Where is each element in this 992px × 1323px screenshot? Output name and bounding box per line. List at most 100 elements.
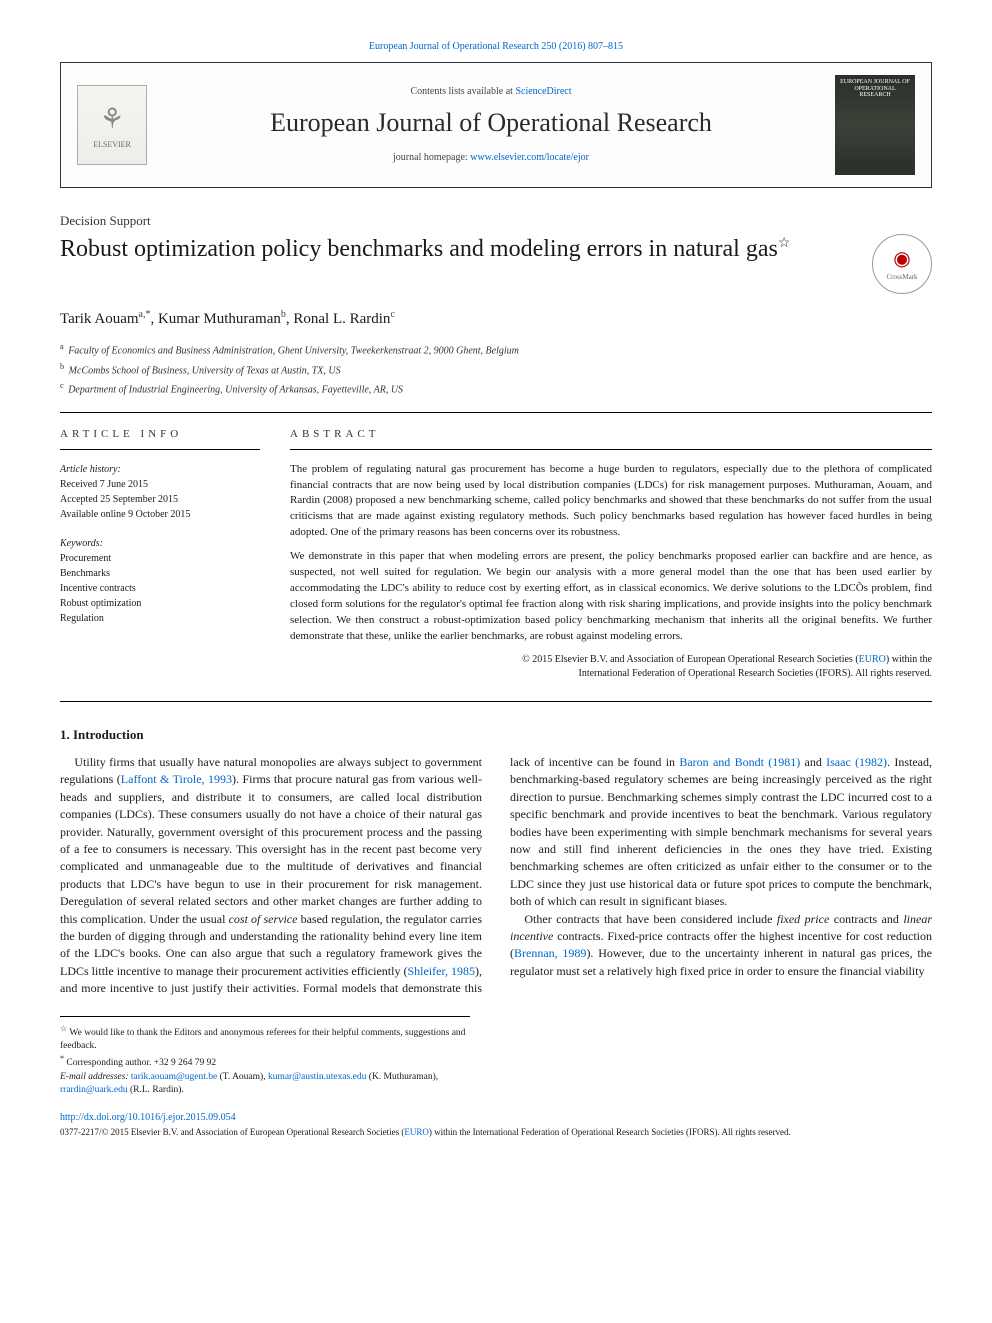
email-link[interactable]: rrardin@uark.edu [60,1085,128,1095]
abstract-copyright: © 2015 Elsevier B.V. and Association of … [290,653,932,681]
journal-homepage-line: journal homepage: www.elsevier.com/locat… [165,151,817,165]
keywords-block: Keywords: Procurement Benchmarks Incenti… [60,536,260,626]
body-text: contracts and [829,912,903,926]
history-line: Accepted 25 September 2015 [60,492,260,507]
history-line: Received 7 June 2015 [60,477,260,492]
footnote-corr: * Corresponding author. +32 9 264 79 92 [60,1053,470,1070]
email-who: (K. Muthuraman) [369,1072,436,1082]
body-text: and [800,755,826,769]
affil-sup: a [60,342,64,351]
author-sup: c [390,309,394,320]
title-footnote-star: ☆ [778,236,791,251]
article-info-column: article info Article history: Received 7… [60,427,260,681]
email-who: (T. Aouam) [220,1072,264,1082]
masthead: ⚘ ELSEVIER Contents lists available at S… [60,62,932,188]
keyword: Procurement [60,551,260,566]
footnote-text: We would like to thank the Editors and a… [60,1028,465,1051]
asterisk-icon: * [60,1054,64,1063]
article-info-heading: article info [60,427,260,449]
keyword: Robust optimization [60,596,260,611]
citation-link[interactable]: European Journal of Operational Research… [369,41,623,52]
title-row: Robust optimization policy benchmarks an… [60,234,932,294]
body-two-column: Utility firms that usually have natural … [60,754,932,997]
copy-text: ) within the [886,654,932,665]
email-link[interactable]: kumar@austin.utexas.edu [268,1072,366,1082]
citation-link[interactable]: Baron and Bondt (1981) [679,755,800,769]
citation-link[interactable]: Brennan, 1989 [514,946,586,960]
abstract-body: The problem of regulating natural gas pr… [290,462,932,645]
author-name: Ronal L. Rardin [293,311,390,327]
affiliation: a Faculty of Economics and Business Admi… [60,340,932,359]
footnote-text: Corresponding author. +32 9 264 79 92 [66,1058,216,1068]
footnotes: ☆ We would like to thank the Editors and… [60,1016,470,1098]
authors-line: Tarik Aouama,*, Kumar Muthuramanb, Ronal… [60,308,932,330]
email-link[interactable]: tarik.aouam@ugent.be [131,1072,217,1082]
euro-link[interactable]: EURO [859,654,886,665]
history-label: Article history: [60,462,260,477]
abstract-heading: abstract [290,427,932,449]
affil-text: Department of Industrial Engineering, Un… [68,384,403,395]
keywords-label: Keywords: [60,536,260,551]
masthead-center: Contents lists available at ScienceDirec… [165,85,817,165]
author-name: Kumar Muthuraman [158,311,281,327]
affil-text: McCombs School of Business, University o… [69,365,341,376]
homepage-prefix: journal homepage: [393,152,470,163]
body-para: Other contracts that have been considere… [510,911,932,981]
body-em: fixed price [777,912,829,926]
crossmark-label: CrossMark [886,273,917,283]
divider [60,701,932,702]
crossmark-badge[interactable]: ◉ CrossMark [872,234,932,294]
copy-text: ) within the International Federation of… [429,1127,791,1137]
crossmark-icon: ◉ [893,245,910,273]
elsevier-tree-icon: ⚘ [99,100,124,139]
copy-text: International Federation of Operational … [578,668,932,679]
star-icon: ☆ [60,1024,67,1033]
divider [60,412,932,413]
affiliations: a Faculty of Economics and Business Admi… [60,340,932,398]
abstract-para: The problem of regulating natural gas pr… [290,462,932,542]
info-abstract-row: article info Article history: Received 7… [60,427,932,681]
email-label: E-mail addresses: [60,1072,129,1082]
body-text: . Instead, benchmarking-based regulatory… [510,755,932,908]
elsevier-label: ELSEVIER [93,139,131,150]
section-heading: 1. Introduction [60,726,932,744]
author-sup: a,* [139,309,151,320]
citation-link[interactable]: Laffont & Tirole, 1993 [121,772,232,786]
sciencedirect-link[interactable]: ScienceDirect [515,86,571,97]
euro-link[interactable]: EURO [404,1127,429,1137]
affil-text: Faculty of Economics and Business Admini… [68,346,519,357]
abstract-column: abstract The problem of regulating natur… [290,427,932,681]
contents-prefix: Contents lists available at [410,86,515,97]
author: Tarik Aouama,* [60,311,150,327]
citation-link[interactable]: Isaac (1982) [826,755,887,769]
body-text: Other contracts that have been considere… [524,912,776,926]
author: Kumar Muthuramanb [158,311,286,327]
journal-homepage-link[interactable]: www.elsevier.com/locate/ejor [470,152,589,163]
author-sup: b [281,309,286,320]
footnote-emails: E-mail addresses: tarik.aouam@ugent.be (… [60,1071,470,1098]
affil-sup: c [60,381,64,390]
affil-sup: b [60,362,64,371]
copy-text: 0377-2217/© 2015 Elsevier B.V. and Assoc… [60,1127,404,1137]
body-text: ). Firms that procure natural gas from v… [60,772,482,925]
article-type: Decision Support [60,212,932,230]
keyword: Regulation [60,611,260,626]
keyword: Incentive contracts [60,581,260,596]
contents-available: Contents lists available at ScienceDirec… [165,85,817,99]
doi-link[interactable]: http://dx.doi.org/10.1016/j.ejor.2015.09… [60,1112,236,1123]
body-em: cost of service [229,912,298,926]
citation-header: European Journal of Operational Research… [60,40,932,54]
affiliation: b McCombs School of Business, University… [60,360,932,379]
abstract-para: We demonstrate in this paper that when m… [290,549,932,645]
keyword: Benchmarks [60,566,260,581]
author: Ronal L. Rardinc [293,311,395,327]
title-text: Robust optimization policy benchmarks an… [60,236,778,262]
citation-link[interactable]: Shleifer, 1985 [407,964,475,978]
elsevier-logo: ⚘ ELSEVIER [77,85,147,165]
doi-line: http://dx.doi.org/10.1016/j.ejor.2015.09… [60,1111,932,1125]
bottom-copyright: 0377-2217/© 2015 Elsevier B.V. and Assoc… [60,1127,932,1139]
email-who: (R.L. Rardin). [130,1085,184,1095]
article-history-block: Article history: Received 7 June 2015 Ac… [60,462,260,522]
footnote-star: ☆ We would like to thank the Editors and… [60,1023,470,1054]
journal-cover-thumbnail: EUROPEAN JOURNAL OF OPERATIONAL RESEARCH [835,75,915,175]
